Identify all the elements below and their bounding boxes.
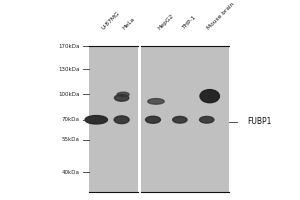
Text: HeLa: HeLa	[121, 16, 135, 31]
Text: 100kDa: 100kDa	[58, 92, 80, 97]
Ellipse shape	[146, 116, 160, 123]
Ellipse shape	[117, 92, 129, 97]
Text: 55kDa: 55kDa	[61, 137, 80, 142]
Text: HepG2: HepG2	[157, 13, 175, 31]
Text: 70kDa: 70kDa	[61, 117, 80, 122]
Ellipse shape	[173, 116, 187, 123]
Ellipse shape	[200, 90, 219, 103]
Text: Mouse brain: Mouse brain	[206, 1, 236, 31]
Text: 40kDa: 40kDa	[61, 170, 80, 175]
Ellipse shape	[114, 116, 129, 124]
Ellipse shape	[115, 95, 129, 101]
Bar	[89, 46, 138, 192]
Text: 170kDa: 170kDa	[58, 44, 80, 49]
Ellipse shape	[148, 99, 164, 104]
Bar	[141, 46, 229, 192]
Ellipse shape	[200, 116, 214, 123]
Text: U-87MG: U-87MG	[100, 10, 120, 31]
Text: THP-1: THP-1	[181, 15, 197, 31]
Text: 130kDa: 130kDa	[58, 67, 80, 72]
Text: FUBP1: FUBP1	[247, 117, 272, 126]
Ellipse shape	[85, 116, 107, 124]
